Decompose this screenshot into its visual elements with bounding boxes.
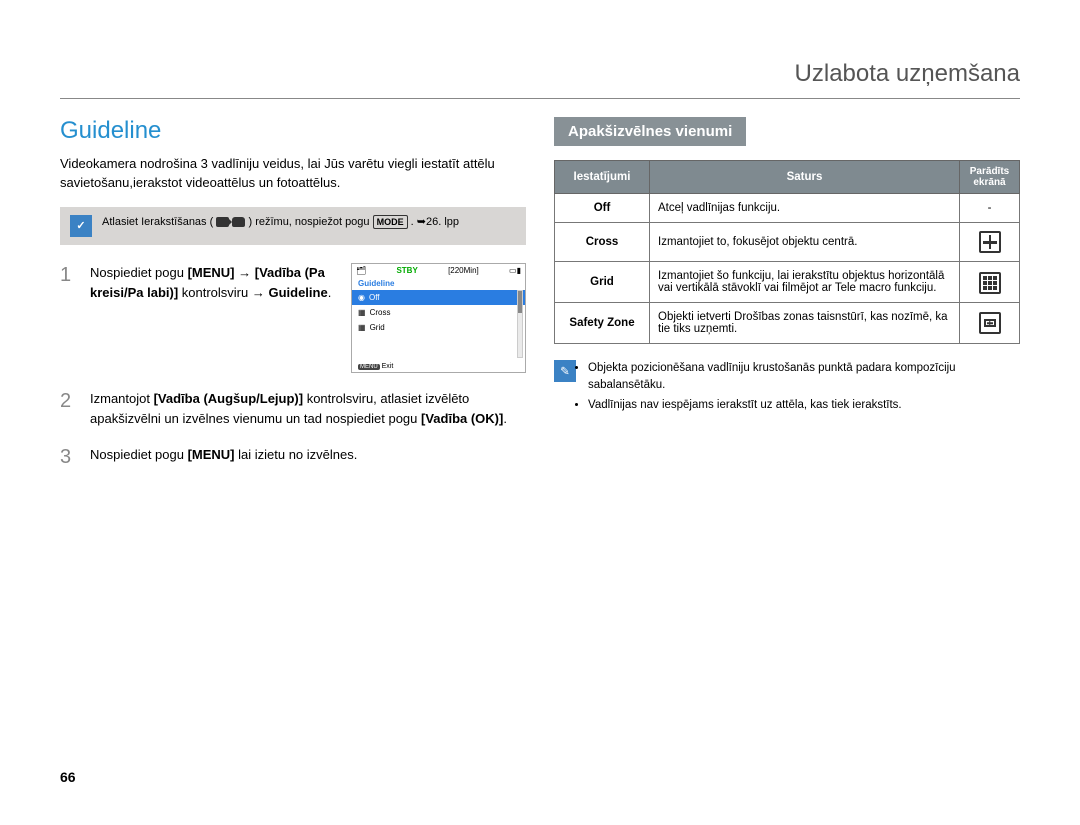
bullet-icon: ◉ (358, 293, 365, 302)
step-1: 1 Nospiediet pogu [MENU] → [Vadība (Pa k… (60, 263, 526, 373)
setting-desc: Izmantojiet to, fokusējot objektu centrā… (650, 223, 960, 262)
setting-icon-cell (960, 223, 1020, 262)
sd-icon: 🗂 (356, 266, 366, 275)
step-number: 2 (60, 389, 76, 413)
table-row: CrossIzmantojiet to, fokusējot objektu c… (555, 223, 1020, 262)
step-body: Nospiediet pogu [MENU] lai izietu no izv… (90, 445, 526, 465)
cross-mini-icon: ▦ (358, 308, 366, 317)
table-header-row: Iestatījumi Saturs Parādīts ekrānā (555, 161, 1020, 194)
battery-icon: ▭▮ (509, 266, 521, 275)
safety-zone-icon (979, 312, 1001, 334)
grid-mini-icon: ▦ (358, 323, 366, 332)
setting-icon-cell (960, 303, 1020, 344)
setting-icon-cell (960, 262, 1020, 303)
tip-list: Objekta pozicionēšana vadlīniju krustoša… (588, 360, 1020, 418)
lcd-preview: 🗂 STBY [220Min] ▭▮ Guideline ◉ Off ▦ (351, 263, 526, 373)
col-settings: Iestatījumi (555, 161, 650, 194)
pencil-note-icon: ✎ (554, 360, 576, 382)
table-row: GridIzmantojiet šo funkciju, lai ierakst… (555, 262, 1020, 303)
note-text: Atlasiet Ierakstīšanas ( ) režīmu, nospi… (102, 215, 459, 230)
lcd-exit: MENU Exit (358, 363, 393, 370)
setting-desc: Objekti ietverti Drošības zonas taisnstū… (650, 303, 960, 344)
setting-name: Safety Zone (555, 303, 650, 344)
setting-icon-cell: - (960, 194, 1020, 223)
right-column: Apakšizvēlnes vienumi Iestatījumi Saturs… (554, 117, 1020, 485)
tip-box: ✎ Objekta pozicionēšana vadlīniju krusto… (554, 360, 1020, 418)
col-content: Saturs (650, 161, 960, 194)
step-body: Nospiediet pogu [MENU] → [Vadība (Pa kre… (90, 263, 337, 303)
mode-chip: MODE (373, 215, 408, 230)
settings-table: Iestatījumi Saturs Parādīts ekrānā OffAt… (554, 160, 1020, 344)
rec-time: [220Min] (448, 266, 479, 275)
chapter-title: Uzlabota uzņemšana (60, 60, 1020, 99)
setting-desc: Izmantojiet šo funkciju, lai ierakstītu … (650, 262, 960, 303)
menu-item-cross: ▦ Cross (352, 305, 525, 320)
page-number: 66 (60, 769, 76, 785)
section-title: Guideline (60, 117, 526, 145)
grid-icon (979, 272, 1001, 294)
steps-list: 1 Nospiediet pogu [MENU] → [Vadība (Pa k… (60, 263, 526, 469)
setting-name: Cross (555, 223, 650, 262)
content-columns: Guideline Videokamera nodrošina 3 vadlīn… (60, 117, 1020, 485)
video-mode-icon (216, 217, 229, 227)
photo-mode-icon (232, 217, 245, 227)
scrollbar (517, 290, 523, 358)
setting-name: Off (555, 194, 650, 223)
menu-title: Guideline (352, 277, 525, 290)
setting-desc: Atceļ vadlīnijas funkciju. (650, 194, 960, 223)
table-row: OffAtceļ vadlīnijas funkciju.- (555, 194, 1020, 223)
step-number: 3 (60, 445, 76, 469)
menu-item-off: ◉ Off (352, 290, 525, 305)
note-box: ✓ Atlasiet Ierakstīšanas ( ) režīmu, nos… (60, 207, 526, 245)
step-body: Izmantojot [Vadība (Augšup/Lejup)] kontr… (90, 389, 526, 429)
menu-chip-icon: MENU (358, 364, 380, 370)
stby-label: STBY (396, 266, 417, 275)
step-2: 2 Izmantojot [Vadība (Augšup/Lejup)] kon… (60, 389, 526, 429)
col-display: Parādīts ekrānā (960, 161, 1020, 194)
left-column: Guideline Videokamera nodrošina 3 vadlīn… (60, 117, 526, 485)
lcd-status-bar: 🗂 STBY [220Min] ▭▮ (352, 264, 525, 277)
intro-text: Videokamera nodrošina 3 vadlīniju veidus… (60, 155, 526, 193)
table-row: Safety ZoneObjekti ietverti Drošības zon… (555, 303, 1020, 344)
check-icon: ✓ (70, 215, 92, 237)
menu-item-grid: ▦ Grid (352, 320, 525, 335)
setting-name: Grid (555, 262, 650, 303)
submenu-title: Apakšizvēlnes vienumi (554, 117, 746, 146)
step-3: 3 Nospiediet pogu [MENU] lai izietu no i… (60, 445, 526, 469)
tip-item: Objekta pozicionēšana vadlīniju krustoša… (588, 360, 1020, 393)
cross-icon (979, 231, 1001, 253)
lcd-screen: 🗂 STBY [220Min] ▭▮ Guideline ◉ Off ▦ (351, 263, 526, 373)
step-number: 1 (60, 263, 76, 287)
tip-item: Vadlīnijas nav iespējams ierakstīt uz at… (588, 397, 1020, 414)
